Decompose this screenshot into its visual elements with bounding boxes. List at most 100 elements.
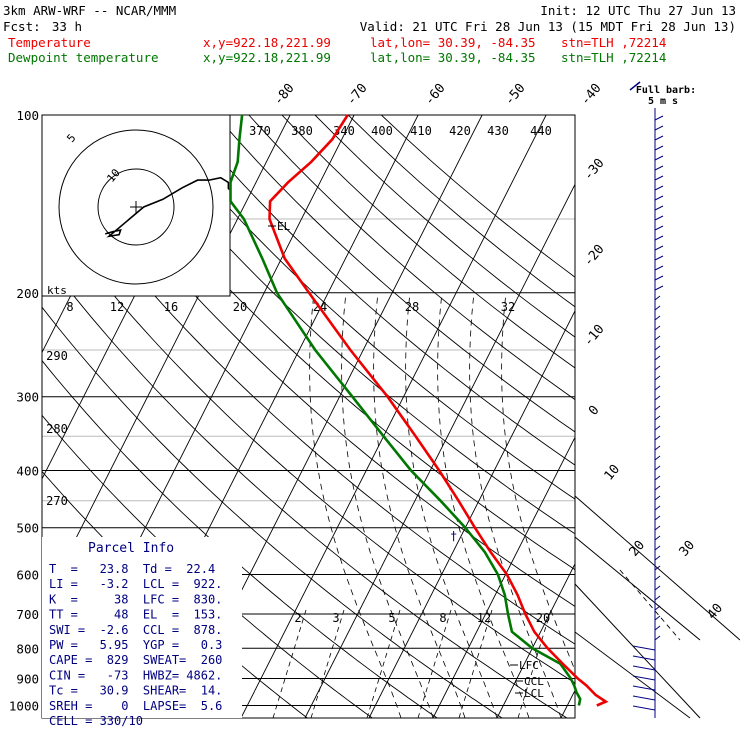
mixing-ratio-label: 12 (477, 611, 491, 625)
wind-barb (655, 416, 660, 420)
isotherm-label: -50 (502, 81, 529, 109)
dry-adiabat (183, 115, 740, 718)
wind-barb (655, 216, 663, 220)
isotherm-label: -60 (422, 81, 449, 109)
wind-barb (655, 356, 660, 360)
wind-barb (655, 386, 660, 390)
wind-barb (655, 596, 660, 600)
mixing-ratio-line (311, 610, 344, 718)
speed-axis-label: 16 (164, 300, 178, 314)
theta-label: 420 (449, 124, 471, 138)
pressure-label-400: 400 (16, 464, 39, 479)
theta-label-left: 280 (46, 422, 68, 436)
parcel-info-row: PW = 5.95 YGP = 0.3 (49, 638, 222, 652)
dry-adiabat (216, 115, 740, 718)
wind-barb (655, 446, 660, 450)
mixing-ratio-label: 2 (294, 611, 301, 625)
model-title: 3km ARW-WRF -- NCAR/MMM (3, 3, 176, 18)
wind-barb (655, 526, 660, 530)
theta-label: 400 (371, 124, 393, 138)
dewpoint-legend: Dewpoint temperature (8, 50, 159, 65)
pressure-label-800: 800 (16, 641, 39, 656)
pressure-label-500: 500 (16, 521, 39, 536)
speed-axis-label: 12 (110, 300, 124, 314)
pressure-label-600: 600 (16, 567, 39, 582)
temperature-xy: x,y=922.18,221.99 (203, 35, 331, 50)
parcel-marker: † (450, 529, 457, 543)
parcel-info-row: TT = 48 EL = 153. (49, 608, 222, 622)
isotherm-label: 30 (677, 538, 699, 560)
wind-barb (655, 396, 660, 400)
level-marker-lcl: LCL (524, 687, 544, 700)
wind-barb (655, 626, 660, 630)
barb-legend-line2: 5 m s (648, 96, 678, 107)
frame-diagonal (575, 584, 700, 718)
wind-barb (655, 256, 663, 260)
wind-barb (655, 546, 660, 550)
wind-barb (655, 616, 660, 620)
parcel-info-title: Parcel Info (88, 541, 174, 556)
parcel-info-row: SREH = 0 LAPSE= 5.6 (49, 699, 222, 713)
level-marker-el: EL (277, 220, 291, 233)
wind-barb (655, 476, 660, 480)
wind-barb (655, 116, 663, 120)
dewpoint-stn: stn=TLH ,72214 (561, 50, 666, 65)
wind-barb (633, 706, 655, 710)
wind-barb (655, 606, 660, 610)
wind-barb (655, 586, 660, 590)
isotherm-label: 10 (602, 462, 624, 484)
isotherm (625, 115, 740, 718)
theta-label: 380 (291, 124, 313, 138)
wind-barb (655, 496, 660, 500)
wind-barb (655, 136, 663, 140)
isotherm-label: -70 (344, 81, 371, 109)
wind-barb (655, 516, 660, 520)
dewpoint-latlon: lat,lon= 30.39, -84.35 (370, 50, 536, 65)
temperature-legend: Temperature (8, 35, 91, 50)
wind-barb (655, 306, 660, 310)
mixing-ratio-label: 3 (332, 611, 339, 625)
isotherm (369, 115, 674, 718)
isotherm-label: -10 (581, 322, 608, 350)
wind-barb (655, 376, 660, 380)
parcel-info-row: K = 38 LFC = 830. (49, 592, 222, 606)
moist-adiabat (374, 293, 465, 718)
parcel-info-row: CIN = -73 HWBZ= 4862. (49, 668, 222, 682)
parcel-info-row: Tc = 30.9 SHEAR= 14. (49, 684, 222, 698)
mixing-ratio-label: 8 (439, 611, 446, 625)
wind-barb (655, 436, 660, 440)
mixing-ratio-label: 20 (536, 611, 550, 625)
wind-barb (633, 656, 655, 660)
parcel-info-row: CAPE = 829 SWEAT= 260 (49, 653, 222, 667)
parcel-info-row: T = 23.8 Td = 22.4 (49, 562, 215, 576)
dry-adiabat (315, 115, 740, 718)
parcel-info-row: SWI = -2.6 CCL = 878. (49, 623, 222, 637)
wind-barb (655, 636, 660, 640)
wind-barb (655, 166, 663, 170)
wind-barb (655, 206, 663, 210)
isotherm-label: 40 (705, 601, 727, 623)
isotherm-label: -20 (581, 242, 608, 270)
wind-barb (633, 696, 655, 700)
wind-barb (655, 226, 663, 230)
moist-adiabat (406, 293, 497, 718)
wind-barb (655, 246, 663, 250)
temperature-stn: stn=TLH ,72214 (561, 35, 666, 50)
wind-barb (655, 346, 660, 350)
wind-barb (655, 556, 660, 560)
wind-barb (655, 506, 660, 510)
speed-axis-label: 8 (66, 300, 73, 314)
isotherm (0, 115, 34, 718)
isotherm (305, 115, 610, 718)
isotherm (689, 115, 740, 718)
wind-barb (655, 146, 663, 150)
isotherm-label: -30 (581, 156, 608, 184)
theta-label: 440 (530, 124, 552, 138)
isotherm (433, 115, 738, 718)
pressure-label-100: 100 (16, 108, 39, 123)
mixing-ratio-line (459, 610, 492, 718)
